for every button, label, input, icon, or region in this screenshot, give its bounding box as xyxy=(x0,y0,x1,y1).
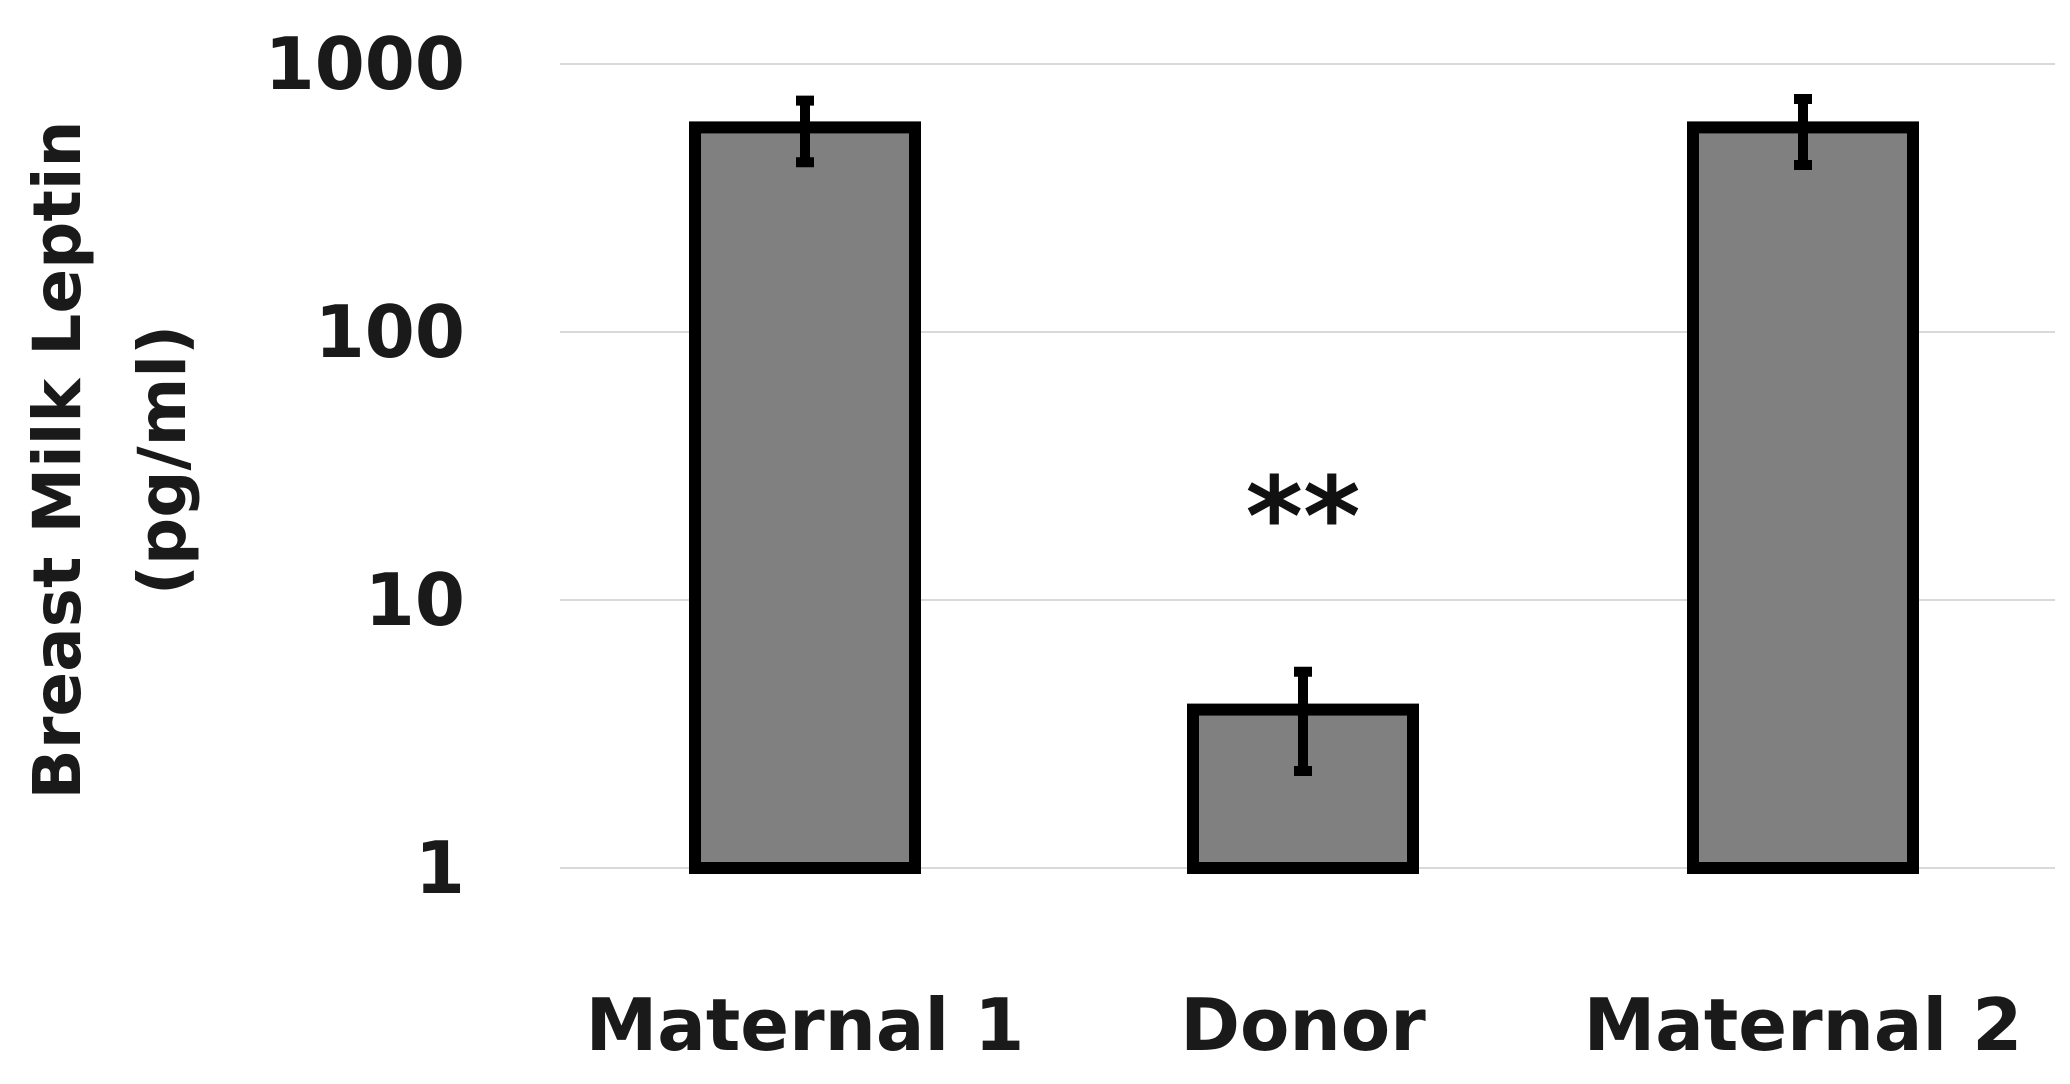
y-tick-label-1000: 1000 xyxy=(265,22,465,106)
error-bars xyxy=(796,94,1812,777)
category-label-maternal-1: Maternal 1 xyxy=(586,983,1025,1067)
bars xyxy=(689,121,1919,874)
y-axis-title-line-2: (pg/ml) xyxy=(124,325,201,595)
y-tick-label-1: 1 xyxy=(415,826,465,910)
y-axis-title-line-1: Breast Milk Leptin xyxy=(19,121,96,800)
significance-annotation: ** xyxy=(1245,453,1360,581)
y-tick-label-10: 10 xyxy=(365,558,465,642)
bar-maternal-2 xyxy=(1687,121,1919,874)
annotations: ** xyxy=(1245,453,1360,581)
y-tick-labels: 1 10 100 1000 xyxy=(265,22,465,910)
category-labels: Maternal 1 Donor Maternal 2 xyxy=(586,983,2023,1067)
category-label-donor: Donor xyxy=(1180,983,1426,1067)
y-tick-label-100: 100 xyxy=(315,290,465,374)
bar-maternal-1 xyxy=(689,121,921,874)
category-label-maternal-2: Maternal 2 xyxy=(1584,983,2023,1067)
y-axis-title: Breast Milk Leptin (pg/ml) xyxy=(19,121,201,800)
